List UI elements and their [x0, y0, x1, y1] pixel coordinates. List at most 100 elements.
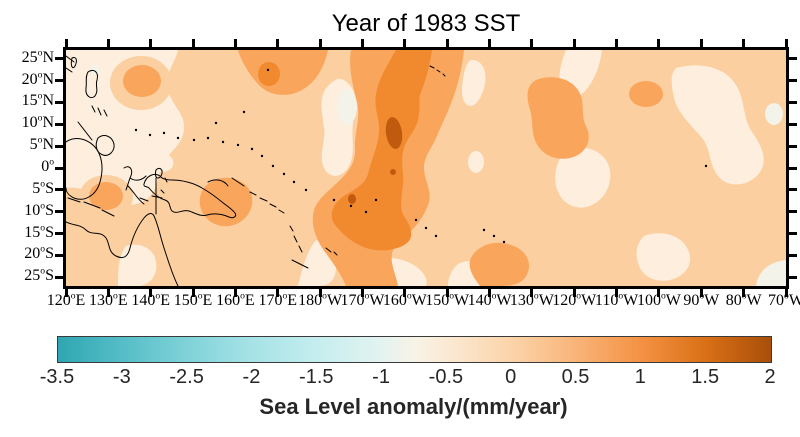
contour-map-svg: [66, 50, 786, 286]
x-tick-top: [445, 39, 449, 47]
x-tick: [318, 289, 322, 297]
x-tick: [530, 289, 534, 297]
y-tick-right: [789, 144, 797, 148]
x-tick: [699, 289, 703, 297]
colorbar-tick-label: 1.5: [691, 366, 720, 388]
y-tick-label: 25oN: [21, 47, 54, 66]
coast-new-caledonia: [291, 259, 309, 269]
y-tick-label: 5oN: [29, 134, 54, 154]
x-tick: [784, 289, 788, 297]
contour-fill-level5-group: [348, 117, 403, 204]
x-tick-top: [106, 39, 110, 47]
x-tick: [445, 289, 449, 297]
x-tick: [615, 289, 619, 297]
x-tick-label: 130oW: [509, 290, 554, 309]
coast-solomons: [249, 191, 285, 214]
x-tick-top: [657, 39, 661, 47]
contour-fill-level1-group: [66, 50, 764, 286]
y-tick-label: 15oN: [21, 91, 54, 110]
y-tick-left: [55, 122, 63, 126]
y-tick-left: [55, 100, 63, 104]
coast-visayas: [91, 105, 108, 117]
x-tick-label: 150oE: [173, 290, 213, 309]
x-tick: [360, 289, 364, 297]
map-plot-area: [63, 47, 789, 289]
colorbar-tick-label: -1.5: [299, 366, 334, 388]
y-tick-left: [55, 166, 63, 170]
x-tick: [403, 289, 407, 297]
y-tick-left: [55, 188, 63, 192]
colorbar-tick-label: 1: [634, 366, 646, 388]
y-tick-left: [55, 232, 63, 236]
colorbar-tick-label: -3: [112, 366, 131, 388]
x-tick-top: [530, 39, 534, 47]
x-tick: [657, 289, 661, 297]
coast-australia: [66, 213, 179, 286]
y-tick-label: 0o: [41, 156, 54, 175]
coast-moluccas: [139, 167, 168, 202]
contour-fill-level0-group: [90, 65, 786, 286]
colorbar-tick-label: 0: [505, 366, 517, 388]
coast-sulawesi: [123, 166, 147, 205]
colorbar-tick-label: 2: [764, 366, 776, 388]
colorbar-tick-label: -1: [372, 366, 390, 388]
y-tick-label: 5oS: [32, 178, 54, 197]
x-tick: [276, 289, 280, 297]
x-tick-label: 80oW: [725, 290, 762, 309]
y-tick-left: [55, 79, 63, 83]
x-tick-label: 100oW: [636, 290, 681, 309]
colorbar-tick-label: -2.5: [169, 366, 204, 388]
x-tick-top: [64, 39, 68, 47]
coast-borneo: [66, 138, 103, 200]
contour-fill-level4-group: [258, 50, 432, 251]
x-tick: [233, 289, 237, 297]
x-tick-top: [784, 39, 788, 47]
y-tick-right: [789, 100, 797, 104]
coast-taiwan: [70, 57, 77, 69]
y-tick-right: [789, 188, 797, 192]
y-tick-right: [789, 57, 797, 61]
x-tick-top: [699, 39, 703, 47]
y-tick-right: [789, 275, 797, 279]
colorbar-tick-label: 0.5: [561, 366, 590, 388]
x-tick-label: 140oE: [131, 290, 170, 309]
x-tick: [742, 289, 746, 297]
coast-fiji: [325, 247, 338, 256]
y-tick-label: 10oN: [21, 112, 54, 132]
x-tick-top: [191, 39, 195, 47]
x-tick-label: 70oW: [768, 290, 800, 309]
x-tick-label: 180oW: [298, 290, 343, 309]
x-tick-top: [149, 39, 153, 47]
x-tick: [572, 289, 576, 297]
x-tick-top: [572, 39, 576, 47]
chart-title: Year of 1983 SST: [331, 10, 521, 37]
x-tick-top: [742, 39, 746, 47]
x-tick-top: [403, 39, 407, 47]
y-tick-right: [789, 166, 797, 170]
x-tick-label: 160oW: [382, 290, 427, 309]
colorbar-tick-label: -0.5: [428, 366, 464, 388]
y-tick-label: 15oS: [24, 222, 54, 241]
coast-hawaii: [429, 65, 446, 77]
y-tick-left: [55, 144, 63, 148]
y-tick-left: [55, 253, 63, 257]
x-tick-top: [488, 39, 492, 47]
x-tick-top: [360, 39, 364, 47]
x-tick-label: 120oE: [46, 290, 86, 309]
x-tick-top: [276, 39, 280, 47]
x-tick: [149, 289, 153, 297]
x-tick-label: 120oW: [552, 290, 597, 309]
y-tick-right: [789, 122, 797, 126]
x-tick: [64, 289, 68, 297]
y-tick-label: 20oN: [21, 69, 54, 88]
coast-lesser-sunda: [67, 197, 115, 217]
y-tick-label: 10oS: [24, 200, 54, 219]
coast-new-guinea: [143, 173, 237, 219]
y-tick-left: [55, 210, 63, 214]
y-tick-left: [55, 57, 63, 61]
colorbar-tick-label: -3.5: [39, 366, 75, 388]
x-tick-label: 140oW: [467, 290, 512, 309]
y-tick-label: 20oS: [24, 244, 54, 263]
colorbar-tick-label: -2: [242, 366, 261, 388]
x-tick: [191, 289, 195, 297]
